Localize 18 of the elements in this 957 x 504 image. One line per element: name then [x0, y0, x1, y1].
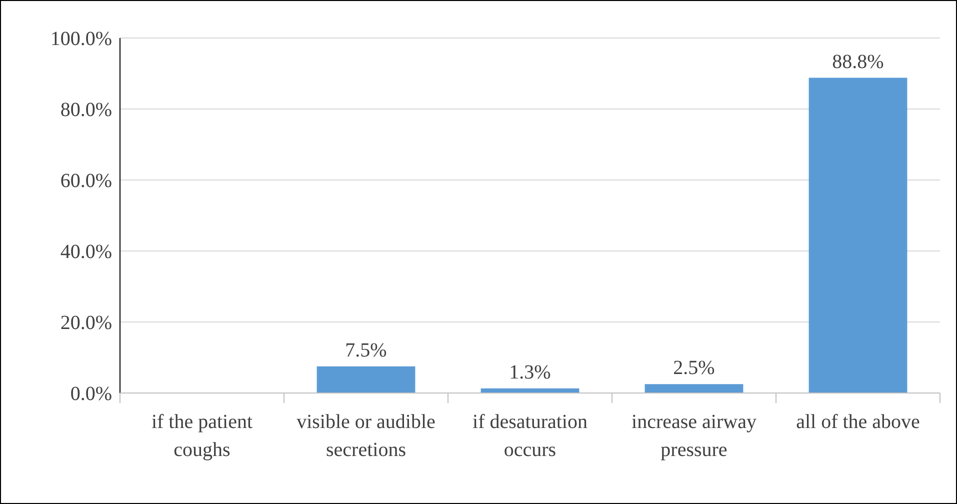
x-tick-label: all of the above [796, 411, 920, 433]
data-label: 1.3% [509, 361, 551, 384]
data-label: 7.5% [345, 339, 387, 362]
x-tick-label: if desaturation occurs [472, 411, 588, 461]
y-tick-label: 20.0% [60, 312, 112, 334]
x-tick-label: increase airway pressure [632, 411, 756, 461]
data-label: 88.8% [832, 50, 884, 73]
x-tick-label: if the patient coughs [151, 411, 253, 461]
bar [644, 384, 744, 393]
y-tick-label: 40.0% [60, 241, 112, 263]
y-tick-label: 100.0% [50, 28, 112, 50]
y-tick-label: 60.0% [60, 170, 112, 192]
y-tick-label: 80.0% [60, 99, 112, 121]
y-tick-label: 0.0% [70, 383, 112, 405]
data-label: 2.5% [673, 357, 715, 380]
x-tick-label: visible or audible secretions [296, 411, 436, 461]
bar [808, 78, 908, 393]
bar [316, 366, 416, 393]
